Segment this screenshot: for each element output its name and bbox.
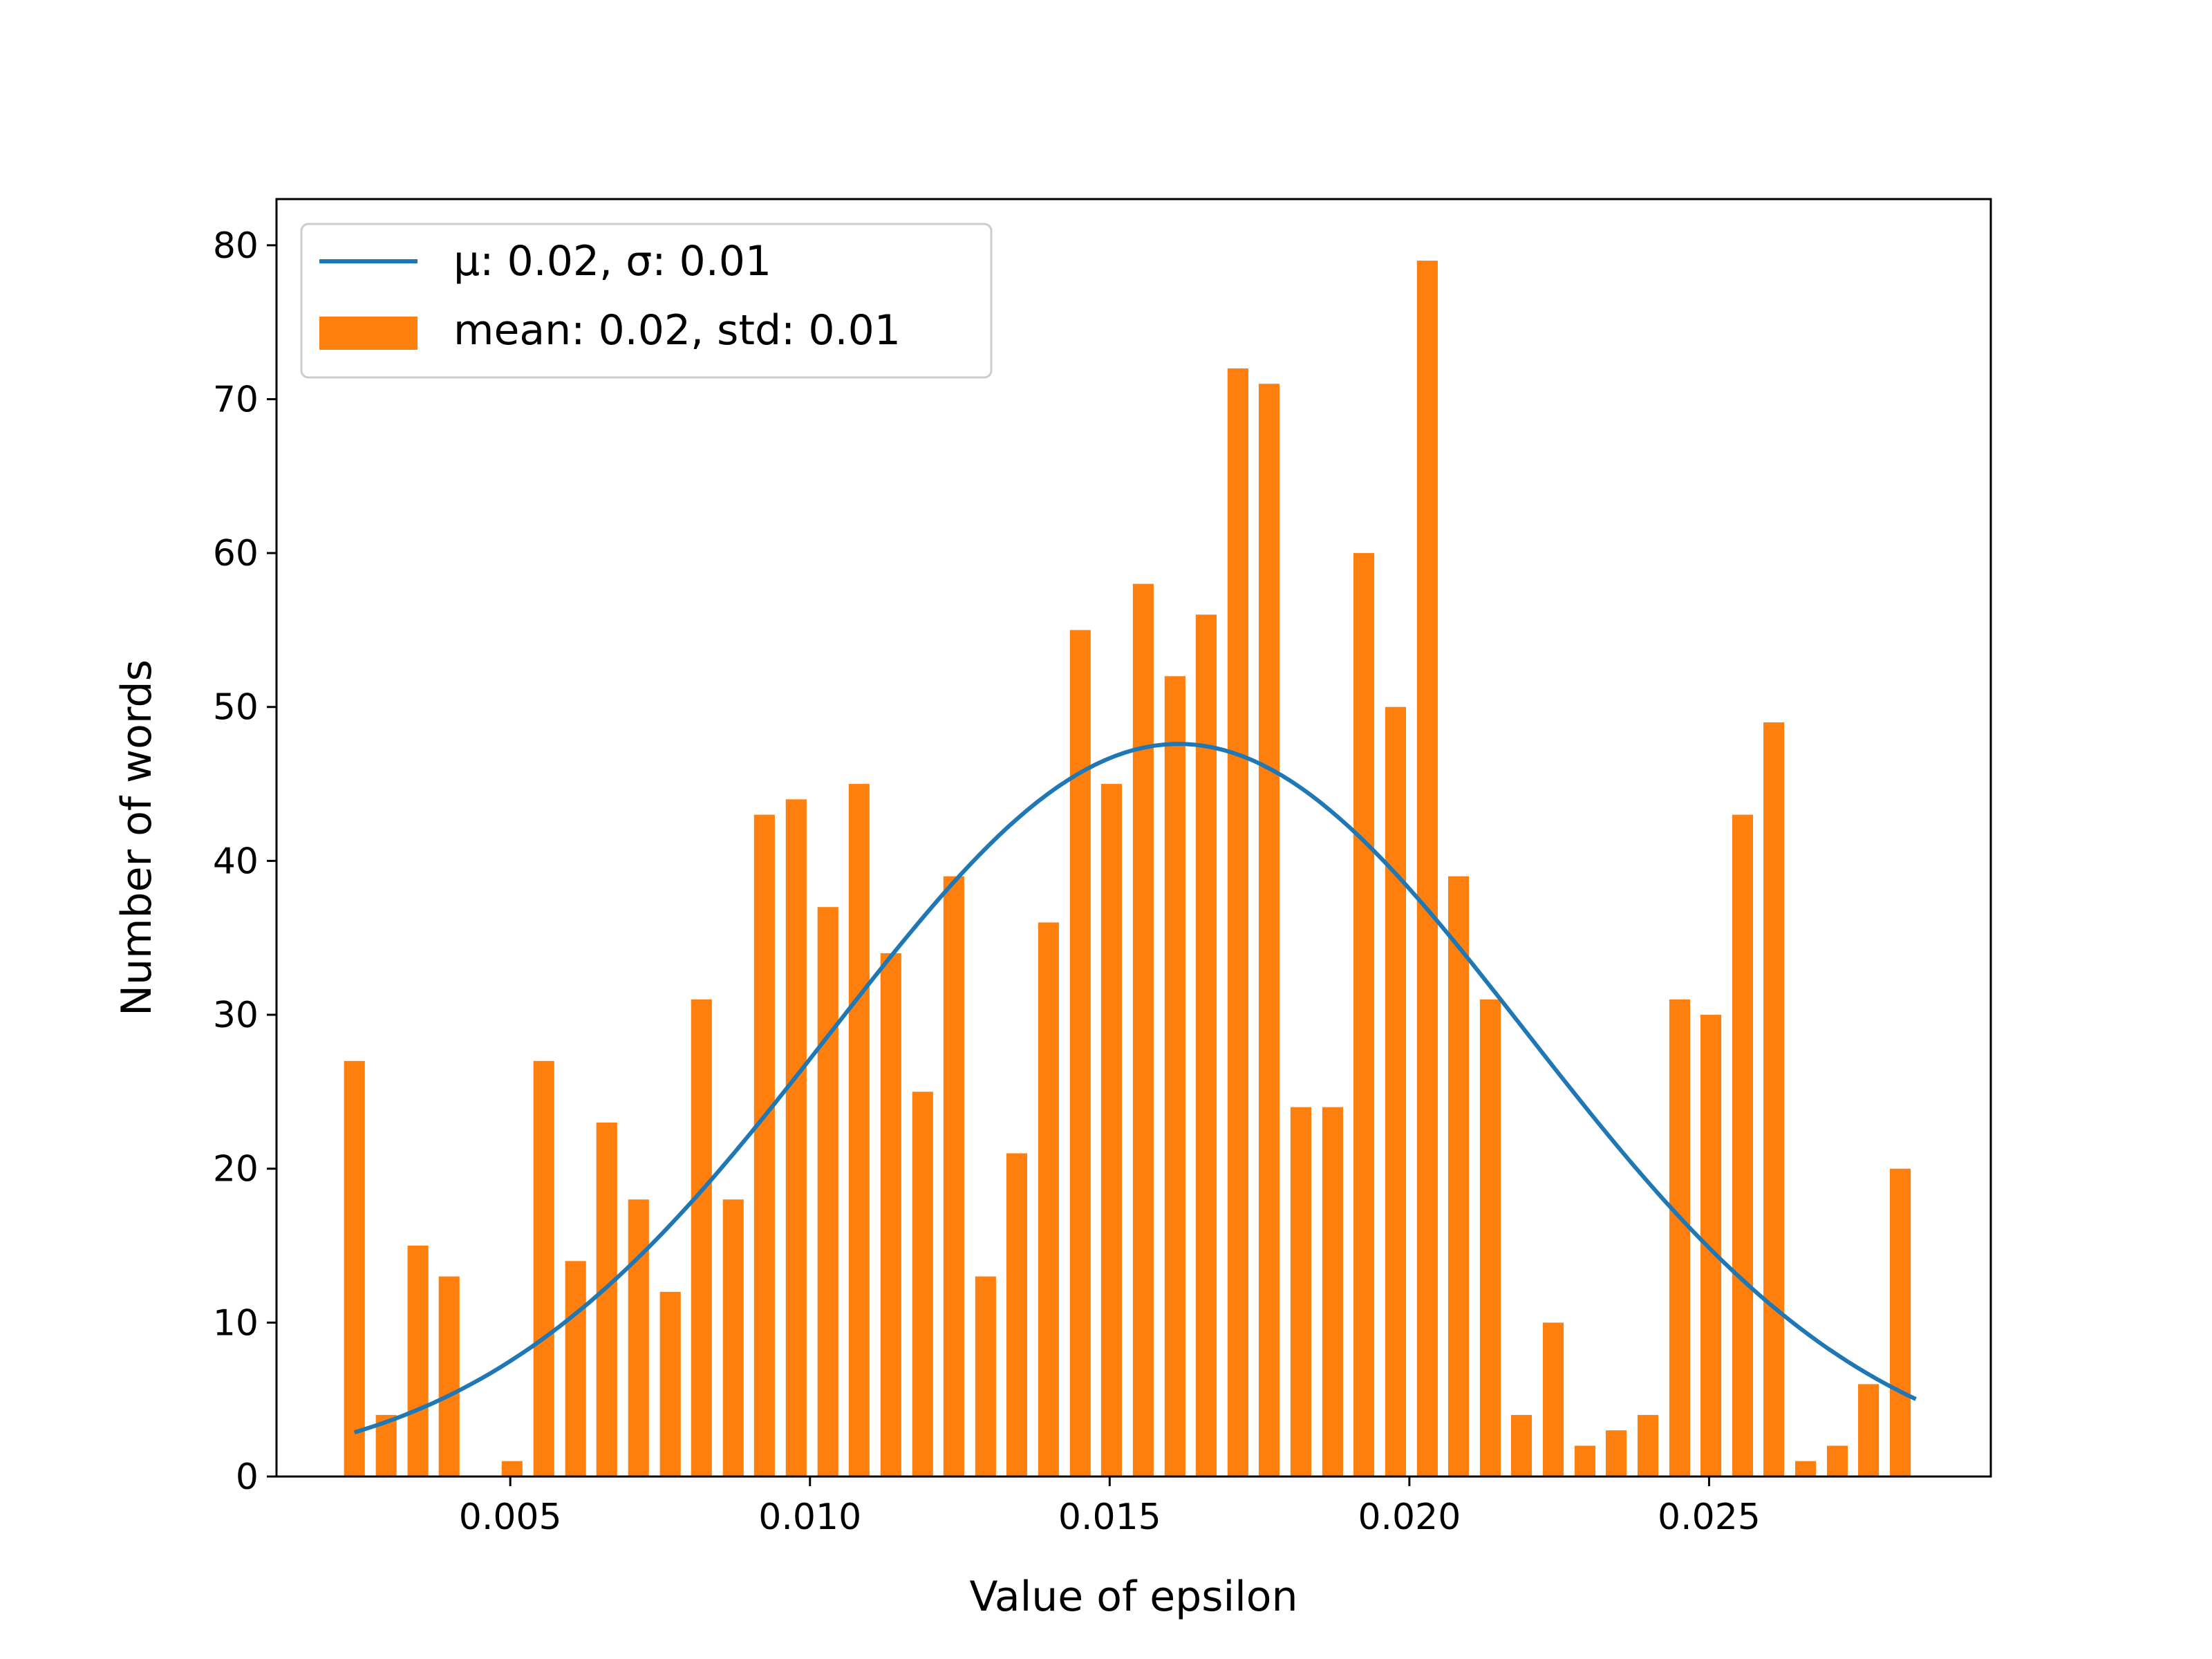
legend-box bbox=[300, 223, 993, 379]
bar bbox=[1510, 1414, 1533, 1477]
bar bbox=[975, 1276, 996, 1477]
bar bbox=[1890, 1168, 1911, 1477]
y-tick-label: 30 bbox=[213, 995, 259, 1036]
bar bbox=[1637, 1414, 1659, 1477]
bar bbox=[1542, 1322, 1564, 1477]
normal-curve-line bbox=[353, 742, 1917, 1435]
bar bbox=[1227, 368, 1248, 1477]
bar bbox=[659, 1291, 681, 1477]
bar bbox=[1605, 1430, 1627, 1477]
y-tick-label: 60 bbox=[213, 533, 259, 574]
y-tick-label: 70 bbox=[213, 379, 259, 420]
legend: μ: 0.02, σ: 0.01 mean: 0.02, std: 0.01 bbox=[300, 223, 993, 379]
bar bbox=[1290, 1107, 1311, 1477]
bar bbox=[1353, 553, 1375, 1477]
y-tick-label: 80 bbox=[213, 225, 259, 267]
x-tick-label: 0.010 bbox=[758, 1497, 861, 1538]
bar bbox=[753, 814, 775, 1477]
bar bbox=[943, 876, 964, 1477]
bar bbox=[1763, 722, 1785, 1477]
y-tick-label: 50 bbox=[213, 687, 259, 729]
bar bbox=[785, 799, 807, 1477]
bar bbox=[1700, 1015, 1722, 1477]
bar bbox=[1038, 922, 1059, 1477]
x-tick-label: 0.025 bbox=[1658, 1497, 1761, 1538]
y-tick-label: 10 bbox=[213, 1302, 259, 1344]
bar bbox=[1447, 876, 1470, 1477]
y-tick-label: 20 bbox=[213, 1149, 259, 1190]
bar bbox=[880, 953, 901, 1477]
bar bbox=[1258, 384, 1280, 1477]
x-tick-label: 0.020 bbox=[1358, 1497, 1461, 1538]
bar bbox=[1826, 1445, 1848, 1477]
bar bbox=[628, 1199, 649, 1477]
legend-bar-label: mean: 0.02, std: 0.01 bbox=[453, 306, 901, 355]
plot-frame bbox=[275, 198, 1992, 1478]
bar bbox=[1732, 814, 1754, 1477]
bar bbox=[1132, 583, 1154, 1477]
bar bbox=[1416, 261, 1438, 1477]
x-axis-ticks: 0.005 0.010 0.015 0.020 0.025 bbox=[459, 1477, 1761, 1538]
bar bbox=[407, 1246, 429, 1477]
bar bbox=[1858, 1384, 1880, 1477]
bar bbox=[1322, 1107, 1343, 1477]
bar bbox=[817, 907, 838, 1477]
bar bbox=[344, 1060, 365, 1477]
bar-series bbox=[344, 261, 1911, 1477]
bar bbox=[533, 1060, 554, 1477]
y-axis-label: Number of words bbox=[113, 659, 161, 1016]
x-axis-label: Value of epsilon bbox=[969, 1573, 1297, 1621]
bar bbox=[912, 1091, 933, 1477]
bar bbox=[1164, 676, 1185, 1477]
legend-bar-swatch bbox=[319, 317, 418, 350]
bar bbox=[1574, 1445, 1596, 1477]
bar bbox=[596, 1122, 617, 1477]
bar bbox=[1069, 630, 1091, 1477]
bar bbox=[1479, 999, 1501, 1477]
bar bbox=[1794, 1461, 1817, 1477]
bar bbox=[722, 1199, 744, 1477]
bar bbox=[691, 999, 712, 1477]
y-tick-label: 40 bbox=[213, 841, 259, 882]
y-axis-ticks: 0 10 20 30 40 50 60 70 80 bbox=[213, 225, 276, 1498]
bar bbox=[1195, 615, 1217, 1477]
legend-curve-label: μ: 0.02, σ: 0.01 bbox=[453, 237, 771, 285]
bar bbox=[565, 1261, 586, 1477]
bar bbox=[1385, 706, 1406, 1477]
bar bbox=[1006, 1153, 1027, 1477]
bar bbox=[501, 1461, 523, 1477]
x-tick-label: 0.015 bbox=[1058, 1497, 1161, 1538]
bar bbox=[1669, 999, 1691, 1477]
y-tick-label: 0 bbox=[236, 1456, 259, 1498]
bar bbox=[438, 1276, 460, 1477]
x-tick-label: 0.005 bbox=[459, 1497, 562, 1538]
bar bbox=[1100, 784, 1122, 1477]
bar bbox=[848, 784, 870, 1477]
